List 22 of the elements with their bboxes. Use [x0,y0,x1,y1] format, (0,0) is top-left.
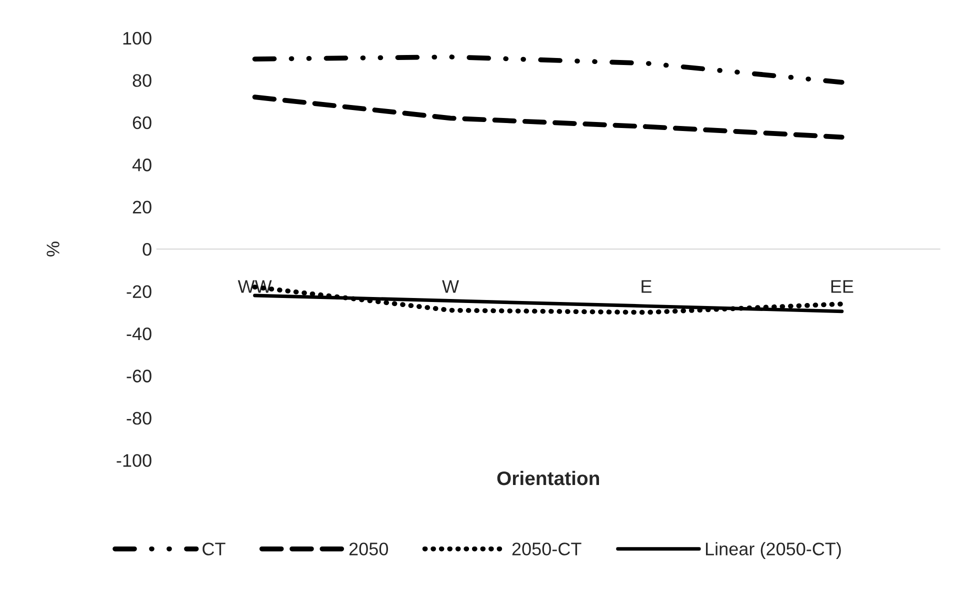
legend-label: 2050 [349,542,388,556]
y-tick-label: 80 [132,74,152,87]
legend-label: Linear (2050-CT) [706,542,841,559]
y-tick-label: 0 [142,242,152,256]
x-tick-label: E [642,280,652,293]
x-tick-label: EE [831,280,854,293]
y-tick-label: 20 [132,200,152,214]
y-axis-title: % [46,242,60,256]
y-tick-label: -40 [126,327,152,340]
y-tick-label: -20 [126,285,152,298]
y-tick-label: 100 [123,32,152,45]
y-tick-label: -60 [126,370,152,382]
x-tick-label: W [442,280,459,293]
y-tick-label: 60 [132,116,152,130]
line-series [252,54,844,85]
y-tick-label: -80 [126,412,152,425]
line-series [252,94,844,140]
legend-label: CT [202,542,226,556]
y-tick-label: -100 [116,454,152,467]
x-axis-title: Orientation [497,470,600,486]
legend-label: 2050-CT [512,542,582,556]
y-tick-label: 40 [132,158,152,172]
